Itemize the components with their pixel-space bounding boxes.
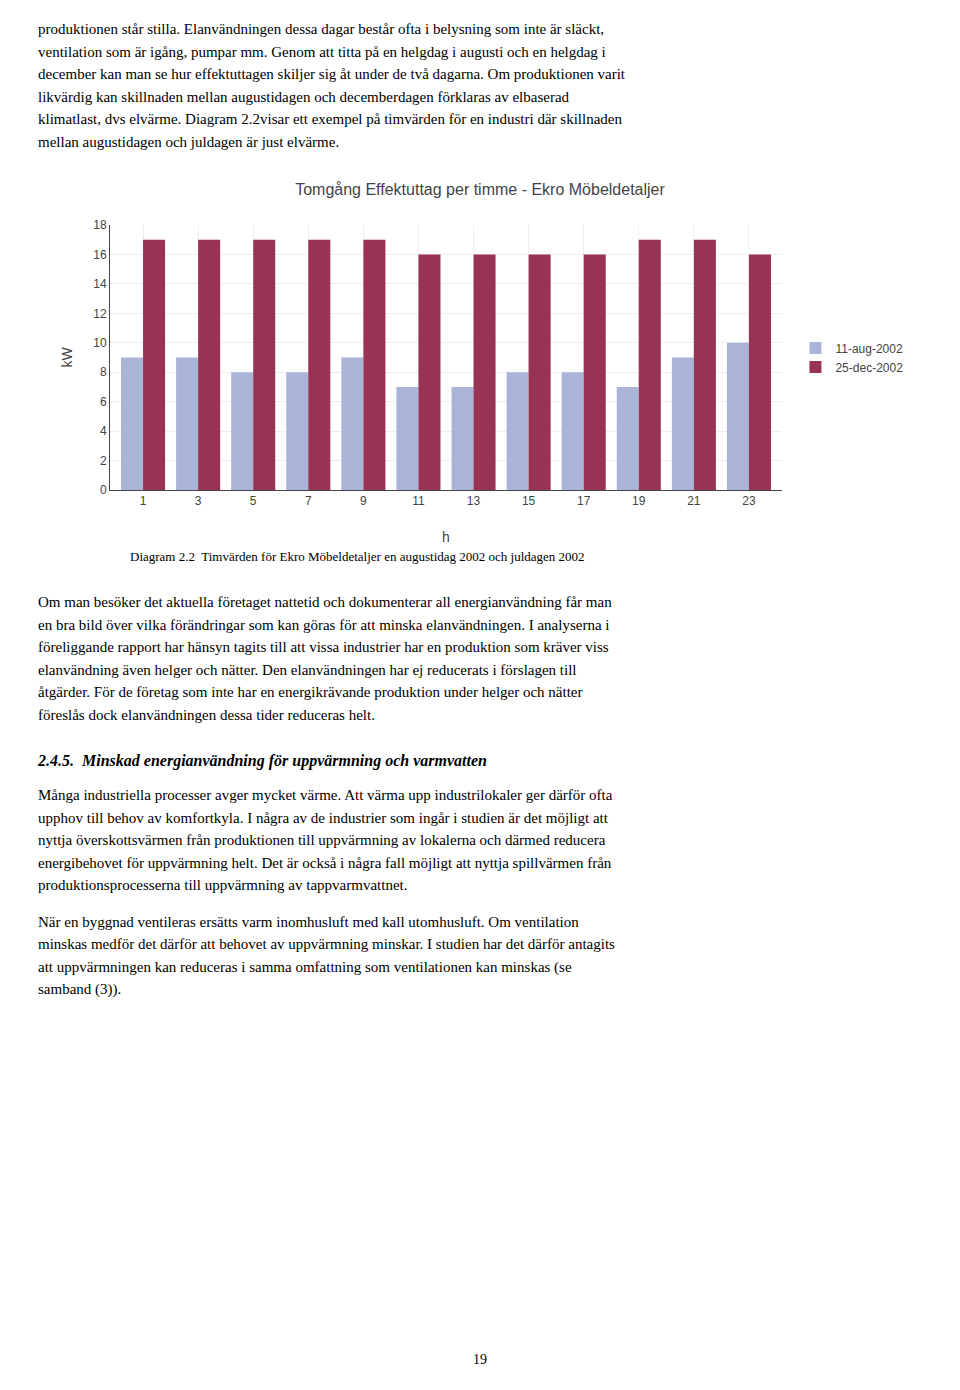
svg-text:2: 2 [100, 454, 107, 468]
html-text:Diagram 2.2 Timvärden för Ekro: Diagram 2.2 Timvärden för Ekro Möbeldeta… [130, 549, 585, 564]
svg-text:16: 16 [93, 248, 107, 262]
svg-text:13: 13 [467, 494, 481, 508]
html-text:När en byggnad ventileras ersä: När en byggnad ventileras ersätts varm i… [38, 913, 615, 997]
svg-text:4: 4 [100, 424, 107, 438]
svg-text:11-aug-2002: 11-aug-2002 [835, 342, 902, 356]
svg-text:10: 10 [93, 336, 107, 350]
svg-text:1: 1 [140, 494, 147, 508]
svg-text:Tomgång Effektuttag per timme: Tomgång Effektuttag per timme - Ekro Möb… [295, 181, 665, 198]
svg-text:8: 8 [100, 365, 107, 379]
svg-text:9: 9 [360, 494, 367, 508]
svg-text:15: 15 [522, 494, 536, 508]
svg-text:0: 0 [100, 483, 107, 497]
svg-text:3: 3 [195, 494, 202, 508]
svg-text:25-dec-2002: 25-dec-2002 [835, 361, 903, 375]
html-text:Många industriella processer a: Många industriella processer avger mycke… [38, 787, 613, 893]
svg-text:18: 18 [93, 218, 107, 232]
svg-text:6: 6 [100, 395, 107, 409]
svg-text:12: 12 [93, 307, 107, 321]
svg-text:23: 23 [742, 494, 756, 508]
svg-text:14: 14 [93, 277, 107, 291]
svg-text:11: 11 [412, 494, 425, 508]
svg-text:21: 21 [687, 494, 701, 508]
svg-text:h: h [442, 529, 450, 545]
svg-text:17: 17 [577, 494, 591, 508]
svg-text:19: 19 [632, 494, 646, 508]
svg-text:5: 5 [250, 494, 257, 508]
svg-text:7: 7 [305, 494, 312, 508]
html-text:Om man besöker det aktuella fö: Om man besöker det aktuella företaget na… [38, 594, 612, 723]
html-text:2.4.5. Minskad energianvändnin: 2.4.5. Minskad energianvändning för uppv… [38, 752, 487, 769]
svg-text:kW: kW [59, 347, 75, 368]
html-text:produktionen står stilla. Elan: produktionen står stilla. Elanvändningen… [38, 21, 625, 150]
html-text:19: 19 [473, 1352, 487, 1367]
